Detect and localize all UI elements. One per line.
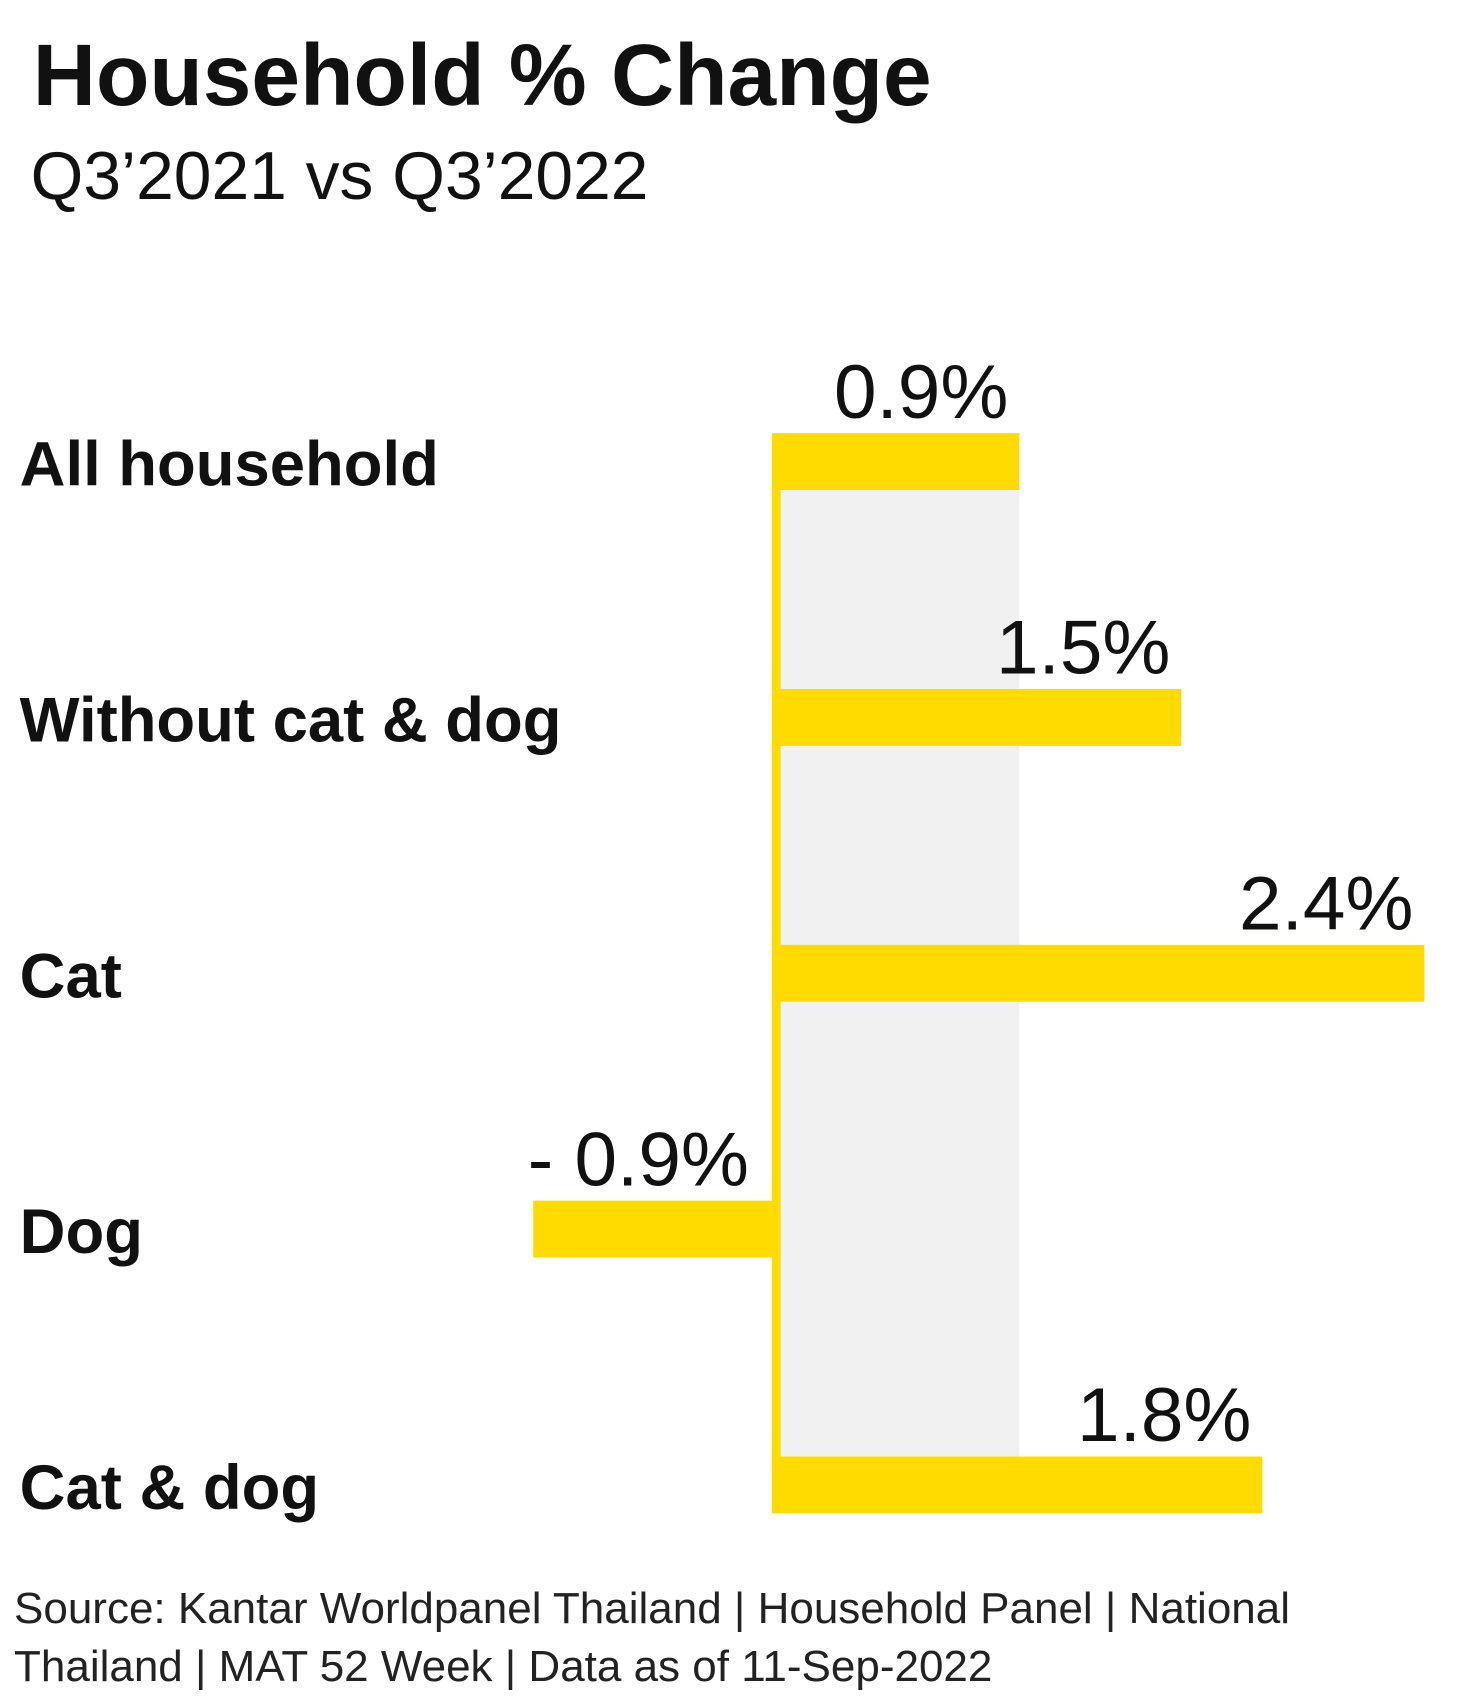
bar — [776, 1456, 1263, 1514]
source-note: Source: Kantar Worldpanel Thailand | Hou… — [14, 1584, 1291, 1691]
bar — [533, 1200, 777, 1258]
category-label: Cat & dog — [20, 1453, 319, 1523]
value-label: - 0.9% — [528, 1117, 749, 1202]
category-label: Cat — [20, 941, 122, 1011]
bar — [776, 433, 1020, 491]
zero-axis — [771, 433, 781, 1514]
value-label: 2.4% — [1239, 862, 1413, 947]
value-label: 1.8% — [1077, 1373, 1251, 1458]
category-label: All household — [20, 430, 439, 500]
category-label: Dog — [20, 1197, 143, 1267]
bar — [776, 689, 1182, 746]
category-label: Without cat & dog — [20, 685, 562, 755]
value-label: 1.5% — [996, 606, 1170, 691]
chart-title: Household % Change — [33, 26, 932, 124]
bar — [776, 944, 1425, 1002]
value-label: 0.9% — [834, 350, 1008, 435]
chart-subtitle: Q3’2021 vs Q3’2022 — [31, 139, 649, 214]
